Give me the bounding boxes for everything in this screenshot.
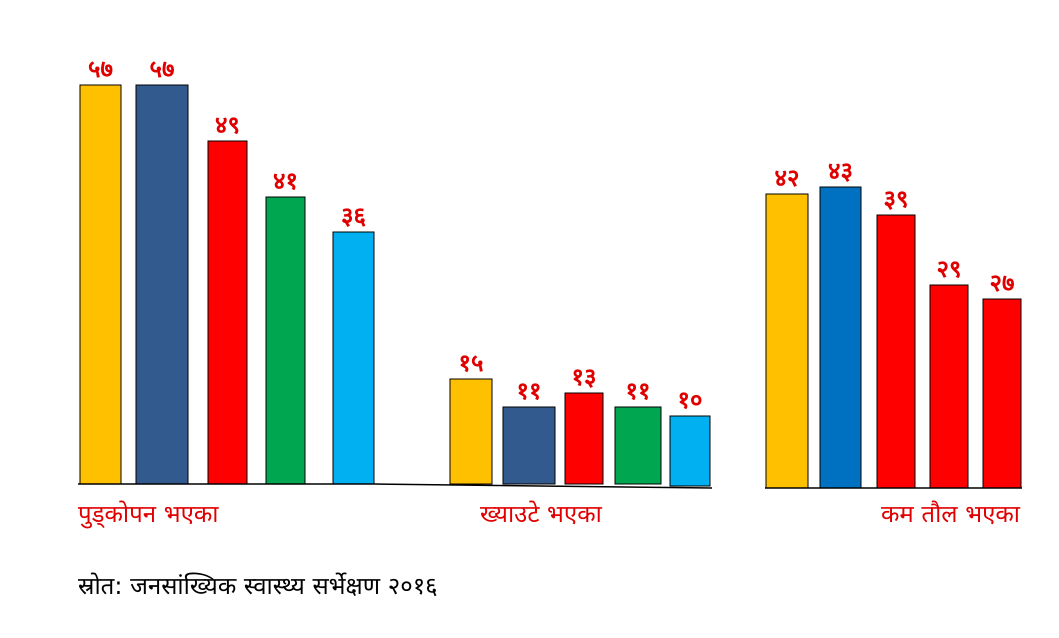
bar-g1-2 bbox=[135, 84, 189, 485]
bar-g3-5 bbox=[982, 298, 1022, 489]
value-label-g3-3: ३९ bbox=[884, 185, 909, 213]
value-label-g1-3: ४९ bbox=[215, 111, 240, 139]
bar-g1-5 bbox=[332, 231, 375, 485]
value-label-g3-2: ४३ bbox=[828, 157, 853, 185]
value-label-g2-3: १३ bbox=[572, 363, 597, 391]
bar-g2-4 bbox=[614, 406, 662, 485]
bar-g3-1 bbox=[765, 193, 809, 489]
bar-g1-3 bbox=[207, 140, 248, 485]
source-note: स्रोत: जनसांख्यिक स्वास्थ्य सर्भेक्षण २०… bbox=[78, 572, 438, 600]
value-label-g2-4: ११ bbox=[626, 377, 651, 405]
value-label-g2-1: १५ bbox=[459, 349, 484, 377]
value-label-g2-5: १० bbox=[678, 386, 703, 414]
value-label-g3-4: २९ bbox=[937, 255, 962, 283]
bar-g2-2 bbox=[502, 406, 556, 485]
value-label-g2-2: ११ bbox=[517, 377, 542, 405]
bar-g2-3 bbox=[564, 392, 604, 485]
bar-g3-2 bbox=[819, 186, 862, 489]
baseline-group-2 bbox=[374, 483, 713, 489]
value-label-g1-4: ४१ bbox=[273, 167, 298, 195]
value-label-g3-5: २७ bbox=[990, 269, 1015, 297]
category-label-wasting: ख्याउटे भएका bbox=[480, 500, 603, 528]
value-label-g1-1: ५७ bbox=[88, 55, 113, 83]
value-label-g1-5: ३६ bbox=[341, 202, 366, 230]
bar-g1-1 bbox=[79, 84, 122, 485]
category-label-stunting: पुड्कोपन भएका bbox=[78, 500, 219, 529]
category-label-underweight: कम तौल भएका bbox=[881, 500, 1021, 528]
bar-g2-1 bbox=[449, 378, 493, 485]
value-labels-layer: ५७ ५७ ४९ ४१ ३६ १५ ११ १३ ११ १० ४२ ४३ ३९ २९ २७ bbox=[88, 55, 1014, 414]
bar-g2-5 bbox=[669, 415, 711, 487]
bar-g3-4 bbox=[929, 284, 969, 489]
value-label-g1-2: ५७ bbox=[150, 55, 175, 83]
bars-layer bbox=[79, 84, 1022, 489]
value-label-g3-1: ४२ bbox=[775, 164, 800, 192]
bar-g1-4 bbox=[265, 196, 306, 485]
bar-g3-3 bbox=[876, 214, 916, 489]
